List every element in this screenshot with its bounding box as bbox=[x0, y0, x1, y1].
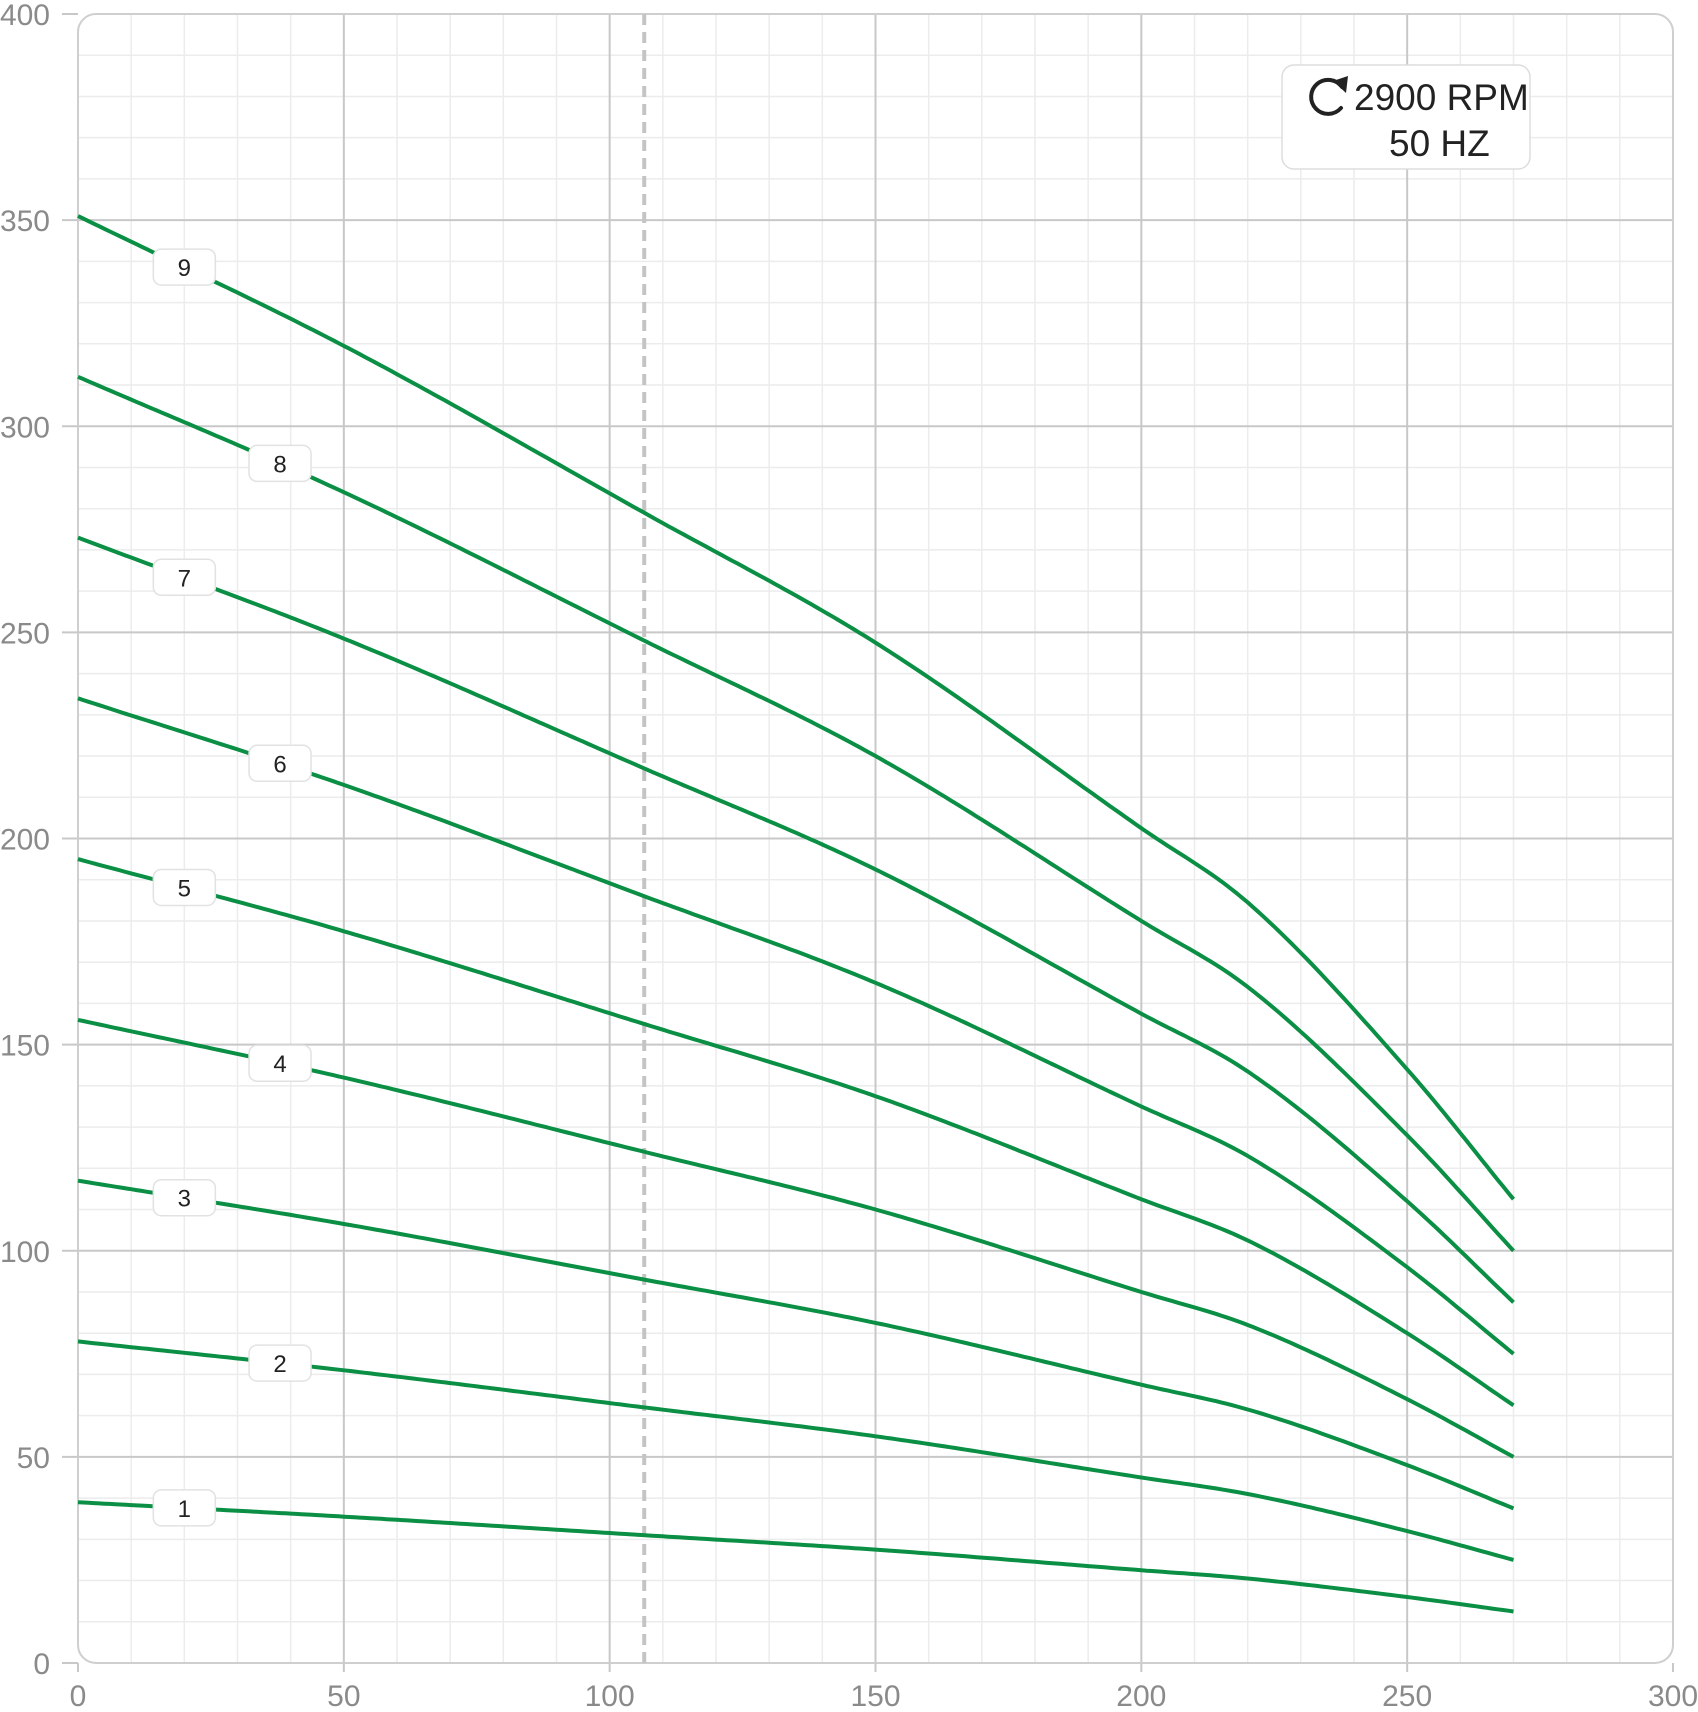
y-tick-label: 100 bbox=[0, 1236, 50, 1269]
curve-label-box-4 bbox=[248, 1044, 312, 1082]
curve-label-3: 3 bbox=[178, 1186, 191, 1213]
x-axis-tick-labels: 0 50 100 150 200 250 300 bbox=[70, 1663, 1698, 1712]
x-tick-label: 200 bbox=[1116, 1680, 1166, 1712]
curve-label-2: 2 bbox=[273, 1351, 286, 1378]
pump-curve-6 bbox=[77, 696, 1515, 1356]
curve-label-box-1 bbox=[152, 1489, 217, 1527]
pump-curve-9 bbox=[77, 214, 1516, 1201]
speed-rpm-text: 2900 RPM bbox=[1354, 77, 1529, 118]
rotation-clockwise-icon bbox=[1309, 76, 1348, 116]
y-axis-tick-labels: 0 50 100 150 200 250 300 350 400 bbox=[0, 0, 78, 1681]
pump-curve-7 bbox=[77, 535, 1515, 1304]
y-tick-label: 400 bbox=[0, 0, 50, 32]
y-tick-label: 250 bbox=[0, 617, 50, 650]
y-tick-label: 50 bbox=[17, 1442, 50, 1475]
x-tick-label: 50 bbox=[327, 1680, 360, 1712]
curve-label-6: 6 bbox=[273, 751, 286, 778]
x-tick-label: 100 bbox=[585, 1680, 635, 1712]
y-tick-label: 150 bbox=[0, 1030, 50, 1063]
pump-curve-8 bbox=[77, 374, 1515, 1253]
curve-label-8: 8 bbox=[273, 451, 286, 478]
curve-label-4: 4 bbox=[273, 1051, 286, 1078]
curve-label-1: 1 bbox=[178, 1496, 191, 1523]
major-grid bbox=[78, 14, 1673, 1663]
pump-curves bbox=[77, 214, 1516, 1614]
pump-curve-5 bbox=[77, 857, 1515, 1407]
curve-label-5: 5 bbox=[178, 875, 191, 902]
curve-label-box-2 bbox=[248, 1344, 312, 1382]
curve-label-box-7 bbox=[152, 558, 217, 597]
x-tick-label: 250 bbox=[1382, 1680, 1432, 1712]
curve-label-7: 7 bbox=[178, 565, 191, 592]
curve-label-box-9 bbox=[152, 248, 217, 286]
x-tick-label: 150 bbox=[850, 1680, 900, 1712]
curve-label-box-3 bbox=[152, 1178, 217, 1217]
pump-curve-3 bbox=[77, 1178, 1515, 1511]
y-tick-label: 350 bbox=[0, 205, 50, 238]
pump-curve-4 bbox=[77, 1017, 1515, 1459]
pump-curve-1 bbox=[77, 1500, 1514, 1614]
x-tick-label: 300 bbox=[1648, 1680, 1698, 1712]
curve-label-box-8 bbox=[248, 444, 312, 483]
y-tick-label: 200 bbox=[0, 824, 50, 857]
curve-label-box-6 bbox=[248, 744, 312, 783]
y-tick-label: 300 bbox=[0, 411, 50, 444]
speed-hz-text: 50 HZ bbox=[1389, 123, 1490, 164]
pump-curve-2 bbox=[77, 1339, 1515, 1562]
speed-box: 2900 RPM 50 HZ bbox=[1281, 64, 1531, 170]
curve-label-box-5 bbox=[152, 868, 217, 907]
curve-labels: 1 2 3 4 5 6 7 8 9 bbox=[152, 248, 312, 1527]
curve-label-9: 9 bbox=[178, 255, 191, 282]
x-tick-label: 0 bbox=[70, 1680, 87, 1712]
y-tick-label: 0 bbox=[33, 1648, 50, 1681]
